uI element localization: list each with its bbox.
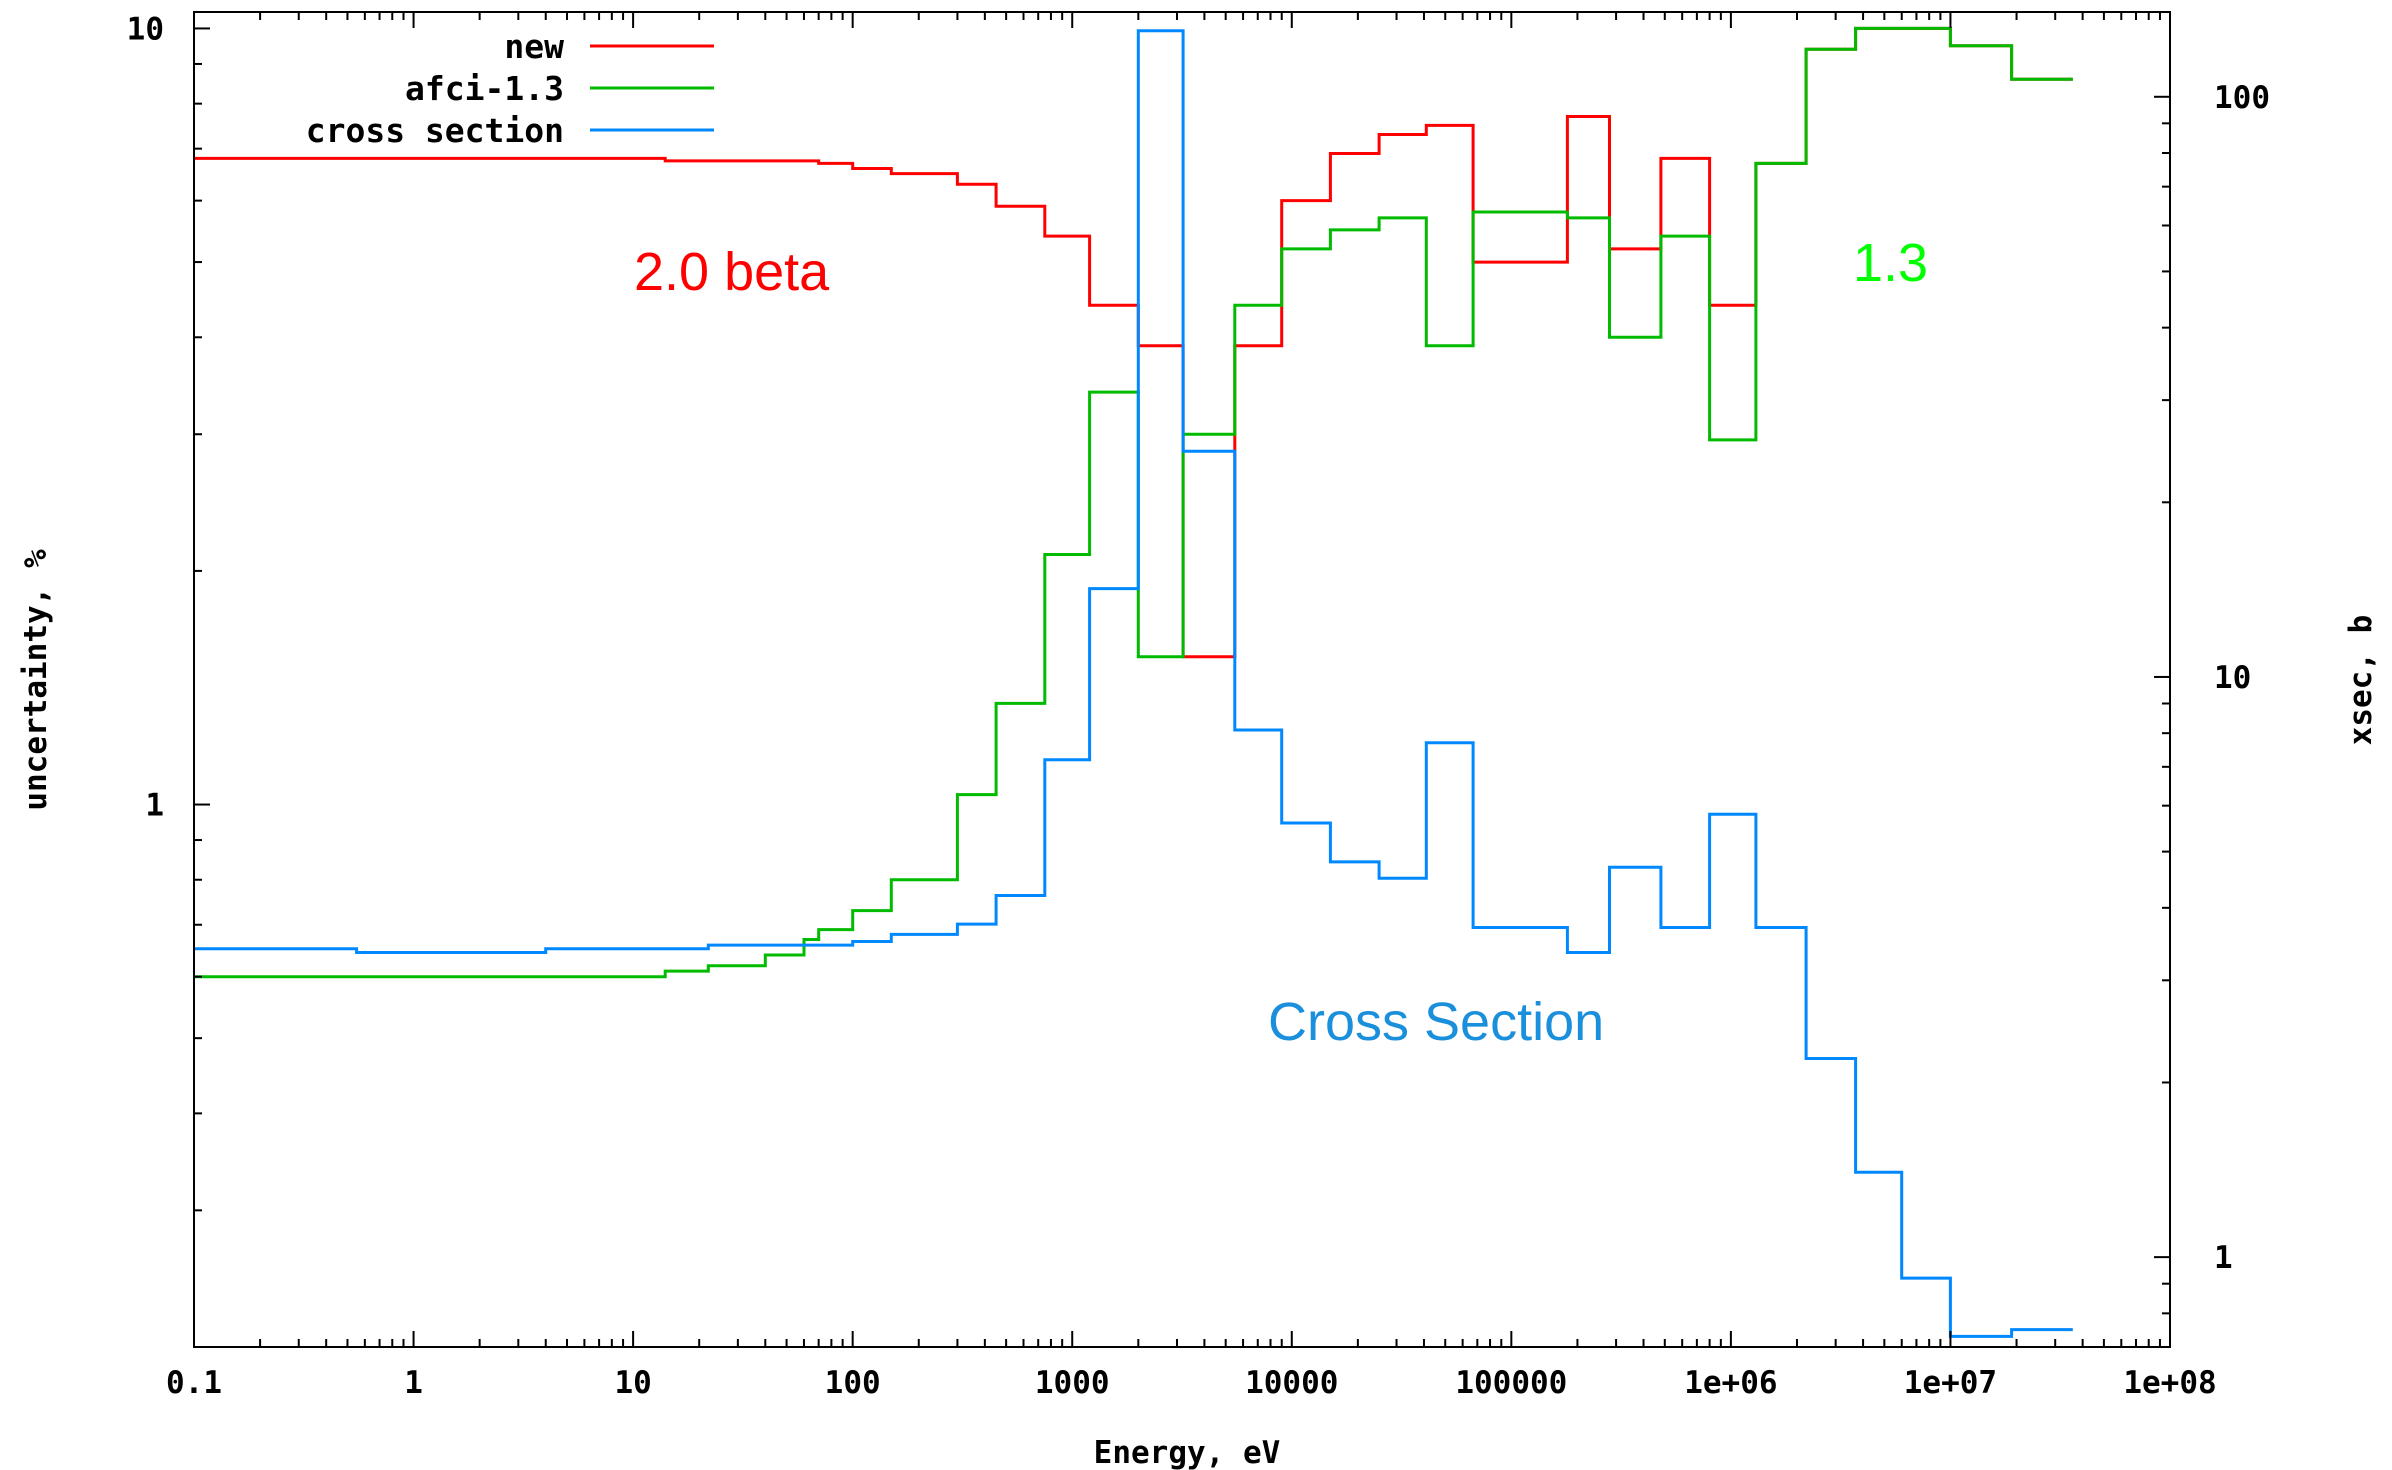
legend-label: afci-1.3 bbox=[405, 69, 564, 108]
legend-label: cross section bbox=[306, 111, 564, 150]
x-tick-label: 1e+07 bbox=[1904, 1365, 1997, 1401]
x-tick-label: 1e+06 bbox=[1684, 1365, 1777, 1401]
x-tick-label: 1000 bbox=[1035, 1365, 1110, 1401]
y2-axis-label: xsec, b bbox=[2343, 615, 2379, 746]
y2-tick-label: 100 bbox=[2214, 80, 2270, 116]
x-tick-label: 10 bbox=[614, 1365, 651, 1401]
x-tick-label: 1e+08 bbox=[2123, 1365, 2216, 1401]
y-axis-label: uncertainty, % bbox=[18, 549, 54, 811]
axes-group bbox=[193, 11, 2171, 1348]
series-line-cross-section bbox=[194, 29, 2073, 1338]
plot-frame bbox=[193, 11, 2171, 1348]
y-tick-label: 1 bbox=[145, 788, 164, 824]
annotations-group: 2.0 beta 1.3 Cross Section bbox=[634, 233, 1928, 1052]
x-tick-label: 100000 bbox=[1455, 1365, 1567, 1401]
legend-label: new bbox=[504, 27, 564, 66]
y-tick-label: 10 bbox=[127, 11, 164, 47]
series-line-afci-1-3 bbox=[194, 26, 2073, 979]
series-group bbox=[194, 26, 2073, 1338]
annotation-label: Cross Section bbox=[1268, 992, 1604, 1052]
x-tick-label: 100 bbox=[825, 1365, 881, 1401]
annotation-label: 2.0 beta bbox=[634, 242, 830, 302]
x-tick-label: 0.1 bbox=[166, 1365, 222, 1401]
x-tick-label: 1 bbox=[404, 1365, 423, 1401]
annotation-label: 1.3 bbox=[1853, 233, 1928, 293]
y2-tick-label: 10 bbox=[2214, 660, 2251, 696]
tick-labels-group: 0.1 1 10 100 1000 10000 100000 1e+06 1e+07 1e+08 1… bbox=[127, 11, 2270, 1401]
x-axis-label: Energy, eV bbox=[1094, 1435, 1281, 1470]
x-tick-label: 10000 bbox=[1245, 1365, 1338, 1401]
y2-tick-label: 1 bbox=[2214, 1240, 2233, 1276]
